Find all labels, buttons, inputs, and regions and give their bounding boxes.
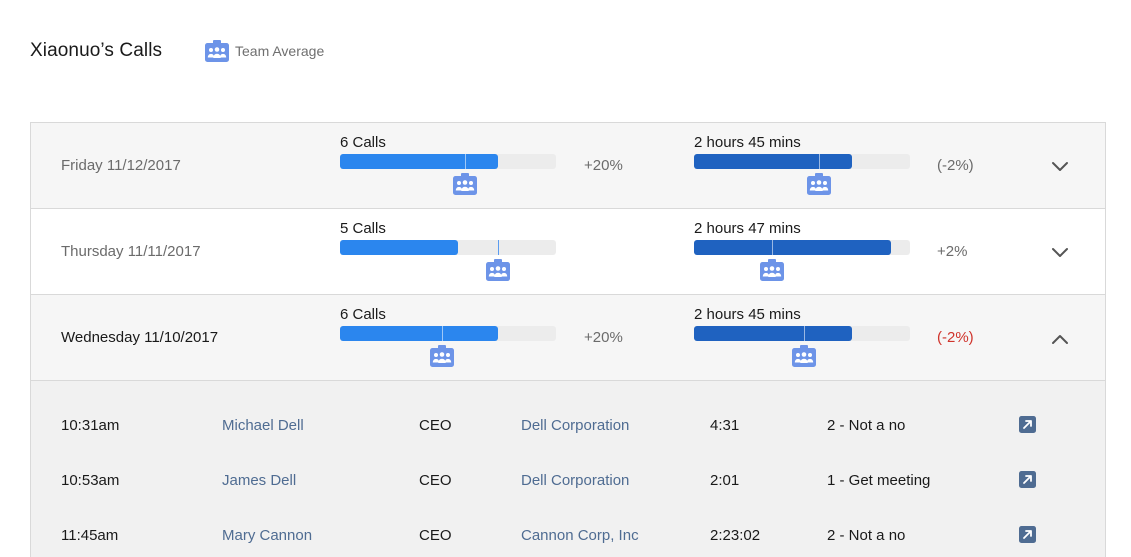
call-row: 10:31am Michael Dell CEO Dell Corporatio… xyxy=(31,399,1105,454)
calls-bar-fill xyxy=(340,240,458,255)
calls-metric: 6 Calls xyxy=(340,305,556,367)
team-average-icon xyxy=(453,173,477,195)
open-external-icon[interactable] xyxy=(1019,416,1036,433)
calls-bar-track xyxy=(340,240,556,281)
duration-average-marker xyxy=(804,326,805,341)
contact-name-link[interactable]: Mary Cannon xyxy=(222,527,313,544)
call-duration: 2:01 xyxy=(710,472,740,489)
calls-average-marker xyxy=(465,154,466,169)
call-time: 11:45am xyxy=(61,527,119,544)
calls-average-marker xyxy=(442,326,443,341)
team-average-icon xyxy=(486,259,510,281)
duration-bar-fill xyxy=(694,326,852,341)
duration-delta: (-2%) xyxy=(937,157,974,174)
duration-bar-fill xyxy=(694,154,852,169)
contact-title: CEO xyxy=(419,527,452,544)
contact-name-link[interactable]: James Dell xyxy=(222,472,297,489)
company-link[interactable]: Dell Corporation xyxy=(521,472,630,489)
calls-by-day-list: Friday 11/12/2017 6 Calls +20% 2 hours 4… xyxy=(30,122,1106,557)
call-outcome: 2 - Not a no xyxy=(827,417,906,434)
day-row-wednesday[interactable]: Wednesday 11/10/2017 6 Calls +20% 2 hour… xyxy=(31,295,1105,381)
duration-delta: (-2%) xyxy=(937,329,974,346)
contact-title: CEO xyxy=(419,417,452,434)
company-link[interactable]: Cannon Corp, Inc xyxy=(521,527,639,544)
duration-average-marker xyxy=(772,240,773,255)
day-label: Friday 11/12/2017 xyxy=(61,157,181,174)
chevron-down-icon[interactable] xyxy=(1049,156,1071,178)
duration-metric: 2 hours 45 mins xyxy=(694,305,910,367)
calls-bar-track xyxy=(340,154,556,195)
call-outcome: 1 - Get meeting xyxy=(827,472,931,489)
team-average-icon xyxy=(760,259,784,281)
calls-bar-track xyxy=(340,326,556,367)
duration-delta: +2% xyxy=(937,243,968,260)
day-row-friday[interactable]: Friday 11/12/2017 6 Calls +20% 2 hours 4… xyxy=(31,123,1105,209)
duration-average-marker xyxy=(819,154,820,169)
call-row: 11:45am Mary Cannon CEO Cannon Corp, Inc… xyxy=(31,509,1105,557)
chevron-down-icon[interactable] xyxy=(1049,242,1071,264)
duration-metric: 2 hours 47 mins xyxy=(694,219,910,281)
team-average-icon xyxy=(807,173,831,195)
call-outcome: 2 - Not a no xyxy=(827,527,906,544)
contact-title: CEO xyxy=(419,472,452,489)
duration-label: 2 hours 47 mins xyxy=(694,220,801,237)
team-average-legend: Team Average xyxy=(205,40,324,62)
team-average-icon xyxy=(205,40,229,62)
call-time: 10:31am xyxy=(61,417,120,434)
calls-count-label: 6 Calls xyxy=(340,306,386,323)
calls-bar-fill xyxy=(340,326,498,341)
duration-metric: 2 hours 45 mins xyxy=(694,133,910,195)
duration-bar-track xyxy=(694,326,910,367)
chevron-up-icon[interactable] xyxy=(1049,328,1071,350)
calls-delta: +20% xyxy=(584,157,623,174)
duration-bar-track xyxy=(694,240,910,281)
team-average-icon xyxy=(430,345,454,367)
legend-label: Team Average xyxy=(235,43,325,59)
duration-label: 2 hours 45 mins xyxy=(694,134,801,151)
duration-bar-track xyxy=(694,154,910,195)
calls-metric: 5 Calls xyxy=(340,219,556,281)
day-label: Thursday 11/11/2017 xyxy=(61,243,201,260)
calls-count-label: 6 Calls xyxy=(340,134,386,151)
day-label: Wednesday 11/10/2017 xyxy=(61,329,219,346)
calls-count-label: 5 Calls xyxy=(340,220,386,237)
open-external-icon[interactable] xyxy=(1019,471,1036,488)
calls-bar-fill xyxy=(340,154,498,169)
calls-delta: +20% xyxy=(584,329,623,346)
call-details-panel: 10:31am Michael Dell CEO Dell Corporatio… xyxy=(31,381,1105,557)
calls-metric: 6 Calls xyxy=(340,133,556,195)
call-time: 10:53am xyxy=(61,472,120,489)
duration-label: 2 hours 45 mins xyxy=(694,306,801,323)
duration-bar-fill xyxy=(694,240,891,255)
day-row-thursday[interactable]: Thursday 11/11/2017 5 Calls 2 hours 47 m… xyxy=(31,209,1105,295)
page-header: Xiaonuo’s Calls xyxy=(30,36,162,66)
open-external-icon[interactable] xyxy=(1019,526,1036,543)
call-duration: 2:23:02 xyxy=(710,527,761,544)
contact-name-link[interactable]: Michael Dell xyxy=(222,417,304,434)
calls-average-marker xyxy=(498,240,499,255)
team-average-icon xyxy=(792,345,816,367)
company-link[interactable]: Dell Corporation xyxy=(521,417,630,434)
call-row: 10:53am James Dell CEO Dell Corporation … xyxy=(31,454,1105,509)
call-duration: 4:31 xyxy=(710,417,740,434)
page-title: Xiaonuo’s Calls xyxy=(30,40,163,61)
